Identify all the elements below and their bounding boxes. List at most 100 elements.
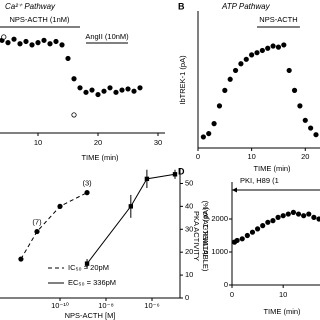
data-point <box>254 226 261 232</box>
data-point <box>249 229 256 235</box>
data-point <box>29 42 35 48</box>
data-point <box>311 214 317 220</box>
data-point <box>47 41 53 47</box>
y-axis-title: IbTREK-1 (pA) <box>201 207 210 257</box>
data-point <box>295 211 302 217</box>
data-point <box>265 45 271 51</box>
data-point <box>301 213 307 219</box>
data-point <box>297 103 303 109</box>
x-tick-label: 10⁻⁶ <box>144 301 159 310</box>
data-point <box>206 130 212 137</box>
y-axis-title: (% of ACTIVATABLE) <box>201 201 210 272</box>
data-point <box>281 42 287 48</box>
x-axis-title: NPS-ACTH [M] <box>65 311 116 320</box>
x-tick-label: 30 <box>154 138 162 147</box>
legend-label: IC₅₀ = 20pM <box>68 263 109 272</box>
legend-label: EC₅₀ = 336pM <box>68 278 116 287</box>
x-tick-label: 0 <box>196 152 200 161</box>
y-tick-label: 0 <box>224 280 228 289</box>
data-point <box>65 55 71 62</box>
x-tick-label: 10⁻¹⁰ <box>51 301 69 310</box>
y-tick-label: 1000 <box>211 247 228 256</box>
panel-title: ATP Pathway <box>221 2 271 11</box>
data-point <box>41 37 47 43</box>
data-point <box>119 87 125 93</box>
x-tick-label: 10⁻⁸ <box>98 301 113 310</box>
data-point <box>131 88 137 94</box>
data-point <box>172 172 178 177</box>
data-point <box>59 42 65 48</box>
data-point <box>77 85 83 91</box>
y-tick-label: 40 <box>185 201 193 210</box>
data-point <box>137 85 143 91</box>
data-point <box>113 89 119 95</box>
data-point <box>232 67 239 74</box>
data-point <box>254 50 260 56</box>
panel-title: PKI, H89 (1 <box>240 176 279 185</box>
data-point <box>5 39 11 46</box>
annotation-label: NPS-ACTH (1nM) <box>9 15 70 24</box>
x-tick-label: 20 <box>301 152 309 161</box>
x-tick-label: 10 <box>247 152 255 161</box>
data-point <box>84 190 90 196</box>
data-point <box>259 47 265 54</box>
data-point <box>34 228 40 235</box>
data-point <box>23 38 29 45</box>
data-point <box>144 176 150 182</box>
y-tick-label: 50 <box>185 178 193 187</box>
data-point <box>280 213 286 219</box>
data-point <box>227 76 233 82</box>
x-axis-title: TIME (min) <box>263 307 301 316</box>
y-tick-label: 10 <box>185 270 193 279</box>
panel-title: Ca²⁺ Pathway <box>5 2 56 11</box>
panel-letter: B <box>178 1 185 11</box>
data-point <box>238 61 244 67</box>
data-point <box>249 52 255 58</box>
data-point <box>84 261 90 266</box>
data-point <box>216 103 223 109</box>
data-point <box>211 121 217 127</box>
x-tick-label: 10 <box>279 290 287 299</box>
x-axis-title: TIME (min) <box>81 153 119 162</box>
panel-letter: D <box>178 166 185 176</box>
fit-line <box>20 192 88 260</box>
data-point <box>275 214 281 220</box>
data-point <box>11 36 17 42</box>
y-axis-title: IbTREK-1 (pA) <box>178 55 187 105</box>
annotation-label: AngII (10nM) <box>85 32 129 41</box>
data-point <box>243 56 249 62</box>
n-label: (7) <box>32 218 42 227</box>
data-point <box>200 134 206 140</box>
y-tick-label: 30 <box>185 224 193 233</box>
data-point <box>286 67 292 74</box>
y-tick-label: 2000 <box>211 214 228 223</box>
x-tick-label: 10 <box>34 138 42 147</box>
data-point <box>222 87 228 93</box>
data-point <box>313 132 319 138</box>
data-point <box>260 223 266 229</box>
data-point <box>18 256 24 262</box>
data-point <box>270 218 276 224</box>
data-point <box>285 211 291 217</box>
data-point <box>275 44 282 50</box>
y-axis-title: PKA ACTIVITY <box>192 211 201 261</box>
data-point <box>71 112 77 118</box>
data-point <box>244 232 250 239</box>
data-point <box>107 85 113 91</box>
data-point <box>316 216 320 222</box>
data-point <box>302 117 308 123</box>
data-point <box>95 91 101 98</box>
x-axis-title: TIME (min) <box>253 164 291 173</box>
fit-line <box>86 173 176 264</box>
data-point <box>308 125 314 131</box>
data-point <box>89 87 95 93</box>
data-point <box>17 41 23 47</box>
data-point <box>101 88 107 94</box>
annotation-label: NPS-ACTH <box>259 15 297 24</box>
y-tick-label: 20 <box>185 247 193 256</box>
data-point <box>306 211 312 217</box>
data-point <box>239 236 245 242</box>
data-point <box>53 38 59 45</box>
data-point <box>57 203 63 209</box>
